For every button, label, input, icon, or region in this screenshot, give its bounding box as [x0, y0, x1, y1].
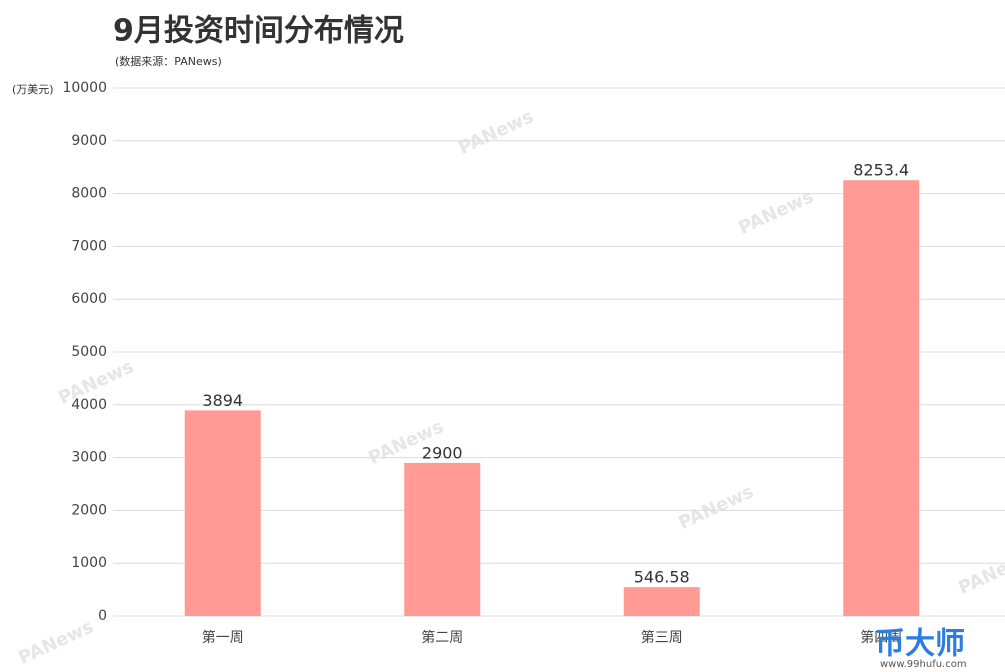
y-tick-label: 9000: [71, 133, 107, 149]
data-label: 2900: [422, 443, 463, 462]
x-tick-label: 第一周: [202, 629, 244, 646]
data-label: 3894: [202, 391, 243, 410]
bar: [623, 587, 700, 616]
y-tick-label: 7000: [71, 238, 107, 254]
y-tick-label: 3000: [71, 450, 107, 466]
x-tick-label: 第四周: [860, 629, 902, 646]
y-tick-label: 0: [98, 608, 107, 624]
bar: [184, 410, 261, 616]
y-tick-label: 6000: [71, 291, 107, 307]
bar: [404, 462, 481, 616]
y-tick-label: 5000: [71, 344, 107, 360]
x-tick-label: 第三周: [641, 629, 683, 646]
y-tick-label: 4000: [71, 397, 107, 413]
y-tick-label: 10000: [62, 80, 107, 96]
y-axis-label: (万美元): [12, 83, 54, 96]
logo-text: 币大师: [875, 627, 965, 662]
bar: [843, 180, 920, 617]
data-label: 8253.4: [853, 161, 909, 180]
logo-url: www.99hufu.com: [880, 659, 967, 670]
data-label: 546.58: [634, 568, 690, 587]
y-tick-label: 8000: [71, 186, 107, 202]
chart-subtitle: (数据来源：PANews): [115, 54, 222, 68]
y-tick-label: 1000: [71, 555, 107, 571]
x-tick-label: 第二周: [421, 629, 463, 646]
y-tick-label: 2000: [71, 502, 107, 518]
chart-title: 9月投资时间分布情况: [113, 14, 404, 49]
